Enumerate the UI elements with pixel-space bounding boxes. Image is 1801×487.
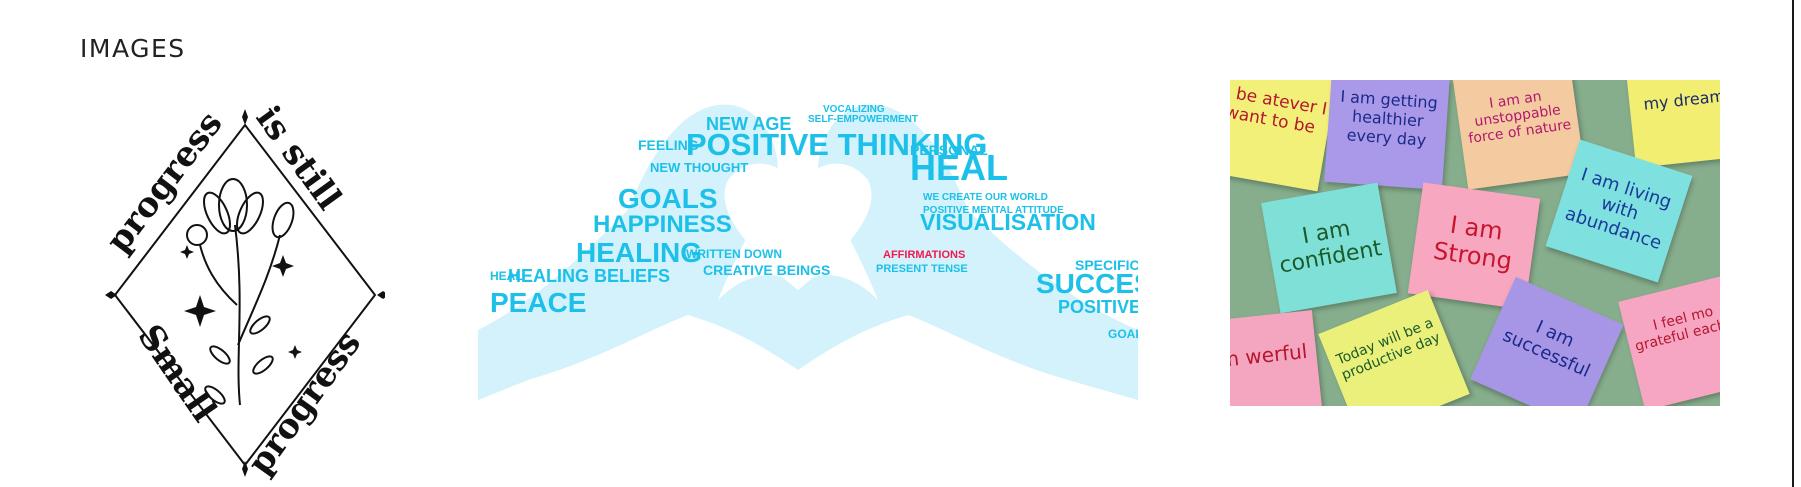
badge-text-bottom-right: progress [240, 324, 369, 482]
word-present-tense: PRESENT TENSE [876, 263, 968, 275]
badge-text-top-left: progress [105, 105, 231, 260]
word-positive-mental-attitude: POSITIVE MENTAL ATTITUDE [923, 205, 1064, 216]
word-happiness: HAPPINESS [593, 211, 732, 238]
sticky-note-yellow-2: my dreams [1624, 80, 1720, 168]
word-positive: POSITIVE [1058, 297, 1138, 317]
word-heal: HEAL [910, 147, 1008, 188]
note-text: I am Strong [1431, 210, 1514, 276]
sticky-note-pink-3: I feel mo grateful each d [1618, 273, 1720, 406]
note-text: I am successful [1499, 316, 1594, 382]
gallery-image-affirmations-wordcloud[interactable]: POSITIVE THINKING NEW AGE FEELING GOALS … [478, 100, 1138, 410]
wordcloud-art: POSITIVE THINKING NEW AGE FEELING GOALS … [478, 104, 1138, 400]
word-affirmations: AFFIRMATIONS [883, 249, 965, 261]
svg-text:progress: progress [240, 324, 369, 482]
svg-text:progress: progress [105, 105, 231, 260]
note-text: I am confident [1277, 216, 1384, 279]
word-new-age: NEW AGE [706, 114, 791, 134]
word-heal-small: HEAL [490, 269, 523, 283]
badge-text-bottom-left: Small [130, 317, 225, 429]
word-self-empowerment: SELF-EMPOWERMENT [808, 114, 918, 125]
word-peace: PEACE [490, 287, 586, 318]
note-text: I am getting healthier every day [1339, 86, 1439, 150]
sticky-note-yellow-3: Today will be a productive day [1318, 289, 1470, 406]
note-text: I am living with abundance [1562, 164, 1675, 255]
right-edge-divider [1792, 0, 1794, 487]
word-positive-thinking: POSITIVE THINKING [686, 127, 987, 162]
note-text: I am an unstoppable force of nature [1467, 88, 1573, 148]
sticky-note-orange: I am an unstoppable force of nature [1452, 80, 1586, 190]
note-text: am werful [1230, 338, 1309, 374]
word-personal: PERSONAL [910, 142, 988, 158]
sticky-note-yellow: n be atever I want to be [1230, 80, 1337, 192]
note-text: Today will be a productive day [1334, 315, 1443, 384]
sticky-note-purple: I am getting healthier every day [1324, 80, 1450, 190]
word-written-down: WRITTEN DOWN [686, 247, 782, 261]
svg-text:Small: Small [130, 317, 225, 429]
word-feeling: FEELING [638, 137, 699, 153]
word-vocalizing: VOCALIZING [823, 104, 885, 115]
gallery-image-progress[interactable]: progress is still Small progress [105, 105, 385, 485]
note-text: I feel mo grateful each d [1633, 303, 1720, 355]
word-healing: HEALING [576, 237, 702, 268]
word-goals: GOALS [618, 183, 718, 214]
note-text: my dreams [1642, 85, 1720, 114]
word-visualisation: VISUALISATION [920, 209, 1096, 235]
sticky-note-pink-2: am werful [1230, 310, 1324, 406]
word-success: SUCCESS [1036, 268, 1138, 299]
note-text: n be atever I want to be [1230, 81, 1329, 138]
word-new-thought: NEW THOUGHT [650, 160, 748, 175]
page-title: IMAGES [80, 34, 186, 63]
word-we-create-our-world: WE CREATE OUR WORLD [923, 192, 1048, 203]
word-specific: SPECIFIC [1075, 257, 1138, 273]
word-goals-small: GOALS [1108, 327, 1138, 341]
progress-badge-art: progress is still Small progress [105, 105, 385, 482]
word-creative-beings: CREATIVE BEINGS [703, 262, 830, 278]
gallery-image-sticky-notes[interactable]: n be atever I want to be I am getting he… [1230, 80, 1720, 406]
word-healing-beliefs: HEALING BELIEFS [508, 266, 670, 286]
sticky-note-teal: I am confident [1261, 182, 1397, 314]
